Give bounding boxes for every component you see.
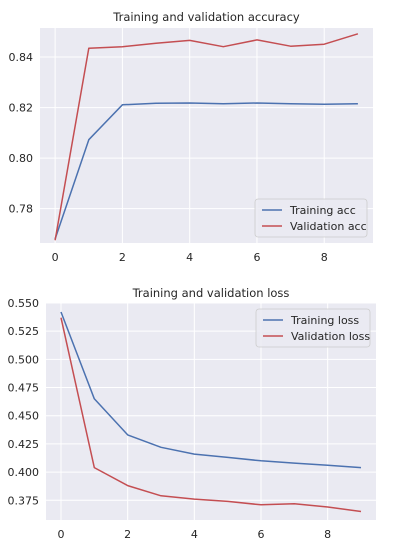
series-line-validation-acc bbox=[54, 33, 359, 241]
y-tick-label: 0.82 bbox=[9, 102, 34, 115]
y-tick-label: 0.78 bbox=[9, 203, 34, 216]
x-tick-label: 0 bbox=[52, 251, 59, 264]
y-tick-label: 0.400 bbox=[8, 466, 40, 479]
y-tick-label: 0.450 bbox=[8, 410, 40, 423]
y-tick-label: 0.425 bbox=[8, 438, 40, 451]
x-tick-label: 6 bbox=[253, 251, 260, 264]
y-tick-label: 0.375 bbox=[8, 494, 40, 507]
x-tick-label: 8 bbox=[324, 528, 331, 541]
legend-label: Training loss bbox=[290, 314, 359, 327]
chart-1: 0.78 0.80 0.82 0.84 0 2 4 6 8 Training and valida… bbox=[9, 10, 373, 264]
chart-2: 0.375 0.400 0.425 0.450 0.475 0.500 0.525 0.550… bbox=[8, 286, 376, 541]
series-line-training-acc bbox=[54, 102, 358, 240]
y-tick-label: 0.475 bbox=[8, 382, 40, 395]
x-tick-label: 0 bbox=[58, 528, 65, 541]
legend-label: Validation loss bbox=[291, 330, 370, 343]
x-tick-label: 4 bbox=[191, 528, 198, 541]
series-line-training-loss bbox=[60, 311, 362, 469]
legend: Training acc Validation acc bbox=[254, 198, 368, 238]
legend-label: Validation acc bbox=[290, 220, 367, 233]
x-tick-label: 4 bbox=[186, 251, 193, 264]
legend-box bbox=[254, 198, 368, 238]
series-line-validation-loss bbox=[60, 317, 362, 513]
x-tick-label: 2 bbox=[119, 251, 126, 264]
x-tick-label: 6 bbox=[258, 528, 265, 541]
x-tick-label: 8 bbox=[321, 251, 328, 264]
x-tick-label: 2 bbox=[124, 528, 131, 541]
legend: Training loss Validation loss bbox=[255, 308, 371, 348]
y-tick-label: 0.550 bbox=[8, 297, 40, 310]
y-tick-label: 0.84 bbox=[9, 51, 34, 64]
legend-label: Training acc bbox=[289, 204, 356, 217]
chart-title: Training and validation loss bbox=[132, 286, 290, 300]
y-tick-label: 0.80 bbox=[9, 152, 34, 165]
y-tick-label: 0.525 bbox=[8, 325, 40, 338]
chart-title: Training and validation accuracy bbox=[112, 10, 300, 24]
legend-box bbox=[255, 308, 371, 348]
y-tick-label: 0.500 bbox=[8, 353, 40, 366]
